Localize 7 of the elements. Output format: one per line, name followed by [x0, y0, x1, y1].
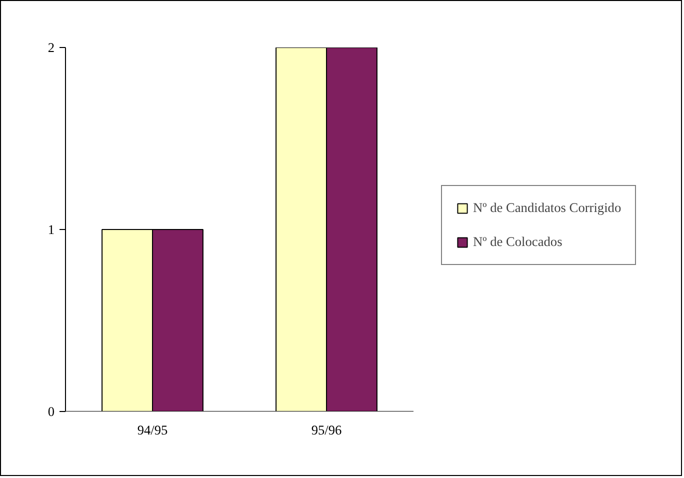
y-tick-label: 1	[48, 222, 55, 237]
x-tick-label: 94/95	[137, 422, 168, 438]
y-tick-label: 0	[48, 404, 55, 419]
x-tick-label: 95/96	[311, 422, 342, 438]
y-tick-label: 2	[48, 40, 55, 55]
legend-label: Nº de Candidatos Corrigido	[473, 200, 622, 216]
legend-label: Nº de Colocados	[473, 234, 562, 250]
